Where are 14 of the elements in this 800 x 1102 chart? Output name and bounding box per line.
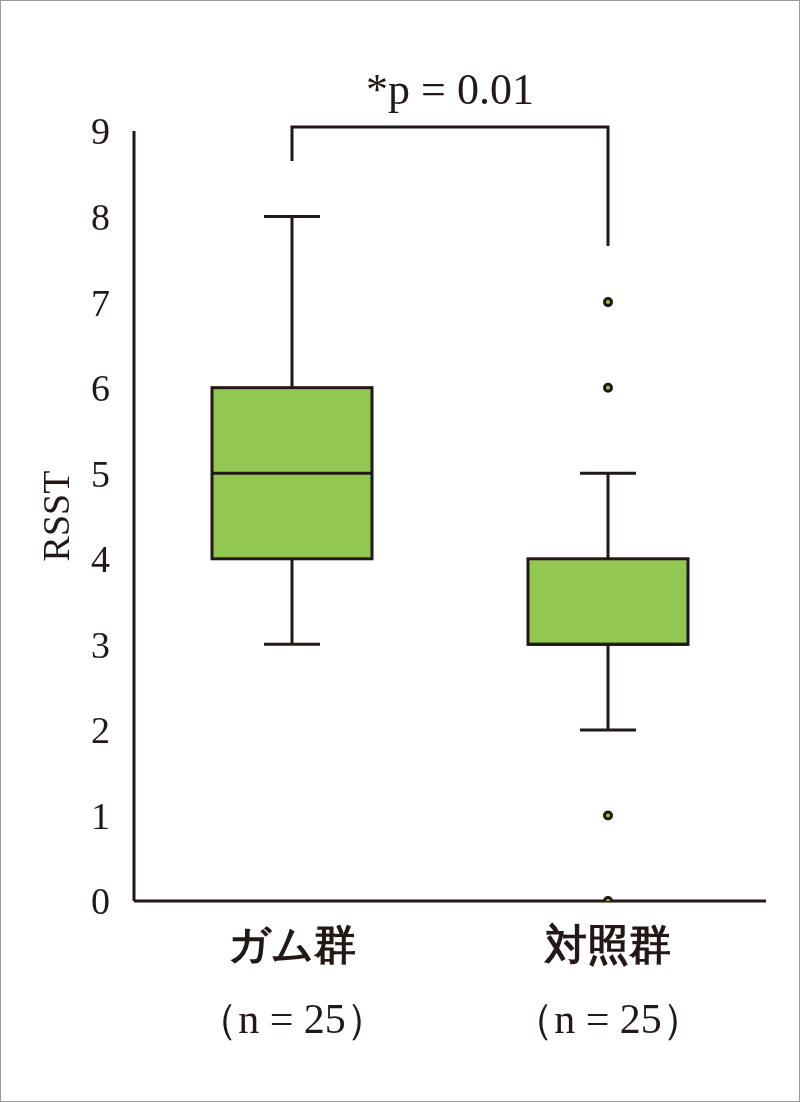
y-tick-label: 9	[91, 110, 110, 153]
y-tick-label: 1	[91, 794, 110, 837]
y-tick-label: 8	[91, 196, 110, 239]
x-tick-label: ガム群（n = 25）	[196, 920, 388, 1042]
y-tick-label: 5	[91, 452, 110, 495]
y-tick-label: 6	[91, 367, 110, 410]
y-tick-label: 7	[91, 281, 110, 324]
y-tick-label: 4	[91, 538, 110, 581]
y-tick-label: 2	[91, 709, 110, 752]
y-tick-label: 3	[91, 623, 110, 666]
y-tick-label: 0	[91, 880, 110, 923]
text: *p = 0.01	[366, 65, 534, 114]
y-axis-title: RSST	[35, 470, 77, 562]
x-tick-label: 対照群（n = 25）	[512, 920, 704, 1042]
